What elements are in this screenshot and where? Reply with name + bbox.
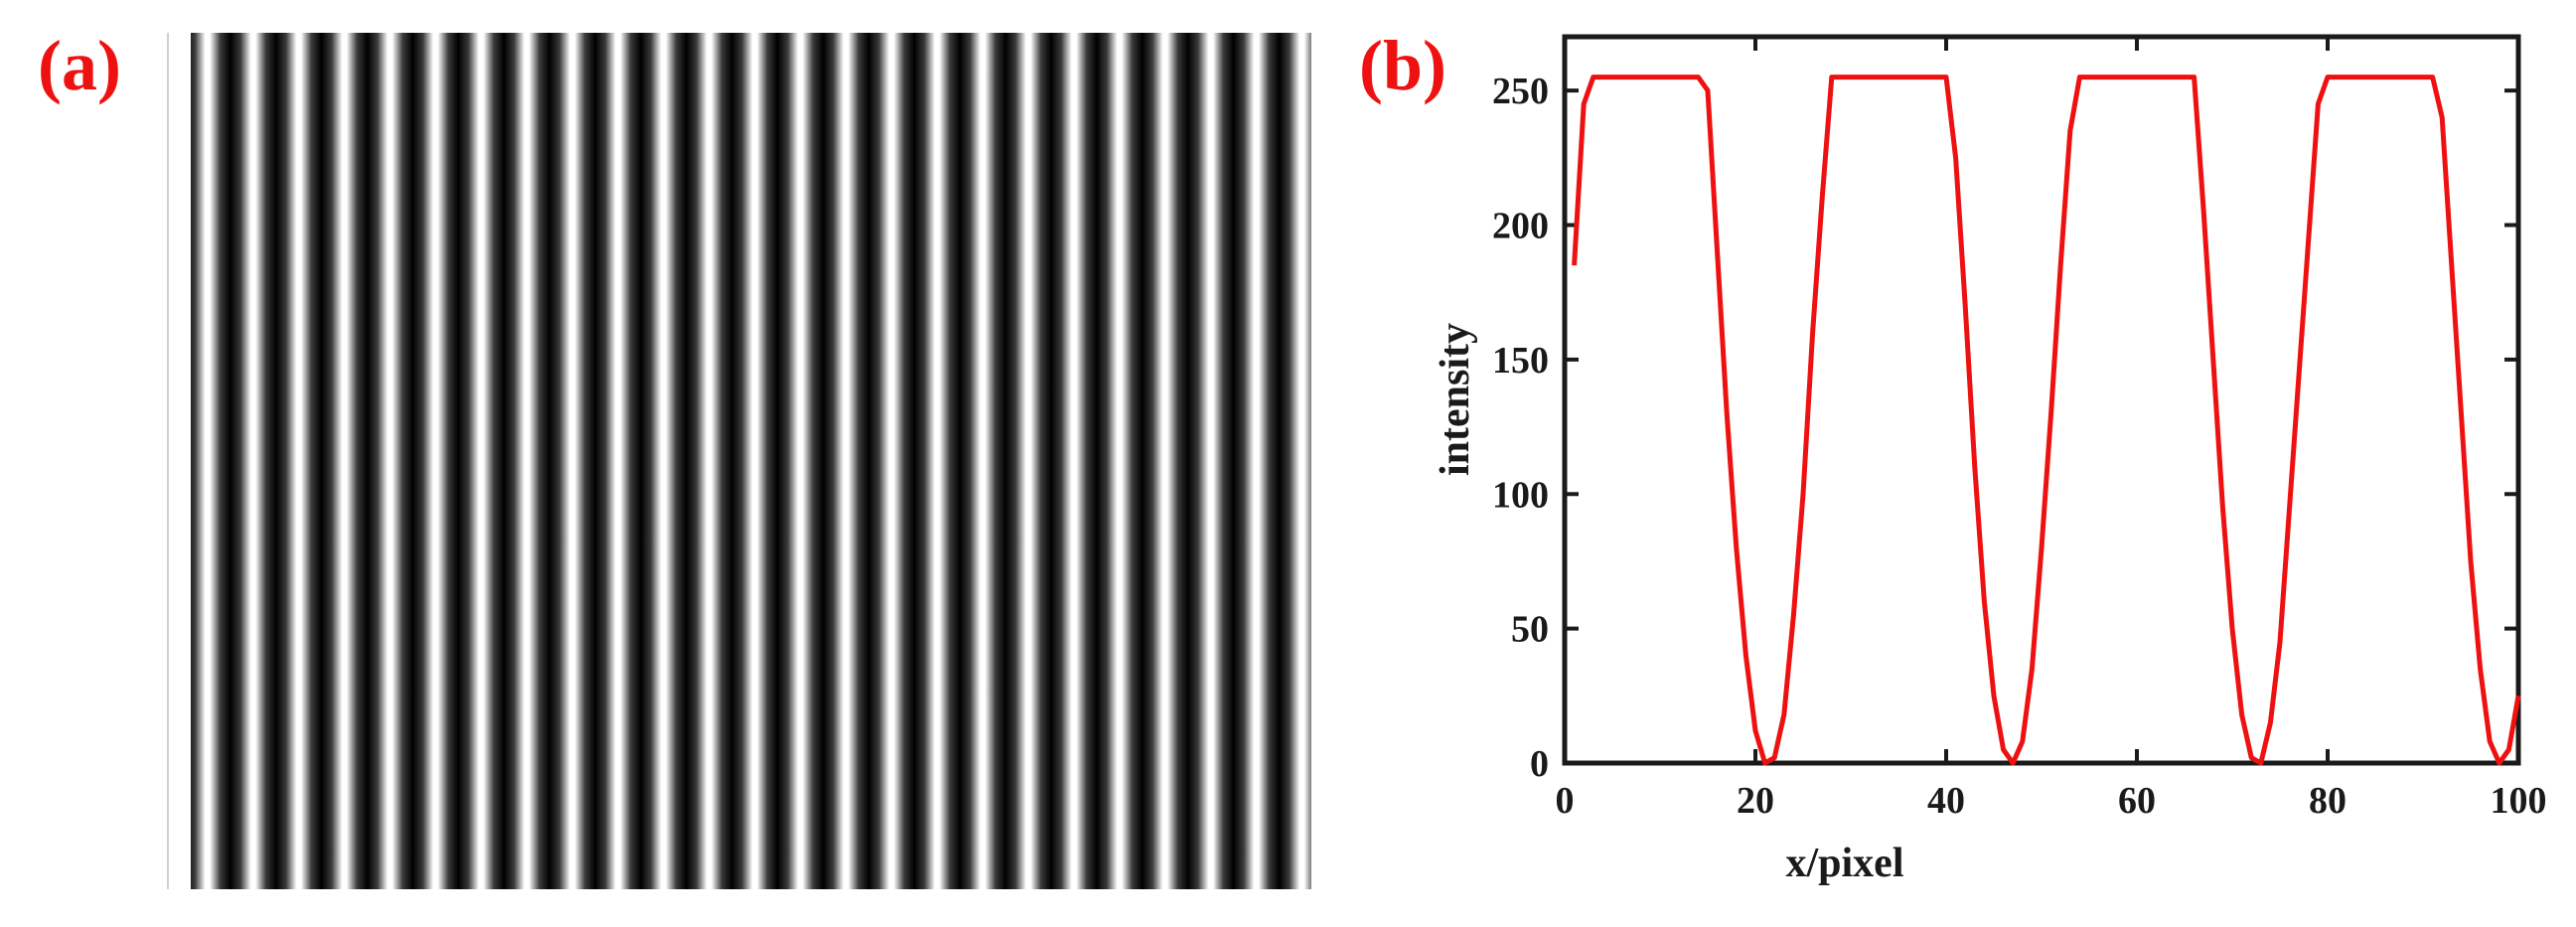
y-tick-label: 50 [1511, 609, 1549, 651]
x-tick-label: 60 [2118, 780, 2156, 822]
y-tick-label: 200 [1492, 206, 1549, 247]
x-tick-label: 80 [2309, 780, 2347, 822]
x-tick-label: 40 [1927, 780, 1965, 822]
y-tick-label: 150 [1492, 340, 1549, 382]
y-axis-label: intensity [1433, 323, 1478, 476]
panel-label-a: (a) [38, 26, 121, 105]
x-axis-label: x/pixel [1785, 841, 1903, 886]
y-tick-label: 250 [1492, 71, 1549, 112]
y-tick-label: 0 [1530, 743, 1549, 785]
y-tick-label: 100 [1492, 474, 1549, 516]
intensity-series-line [1572, 75, 2521, 766]
fringe-left-margin [167, 33, 191, 889]
x-tick-label: 20 [1737, 780, 1774, 822]
fringe-pattern-image [167, 33, 1311, 889]
plot-border [1562, 34, 2521, 766]
plot-frame [1562, 34, 2521, 766]
fringe-fill [167, 33, 1311, 889]
plot-series-layer [1572, 75, 2521, 766]
panel-label-b: (b) [1359, 26, 1446, 105]
x-tick-label: 100 [2491, 780, 2547, 822]
plot-ticks: 0 20 40 60 80 100 0 50 100 150 200 250 [1492, 37, 2547, 822]
fringe-left-border [167, 33, 169, 889]
x-tick-label: 0 [1556, 780, 1575, 822]
